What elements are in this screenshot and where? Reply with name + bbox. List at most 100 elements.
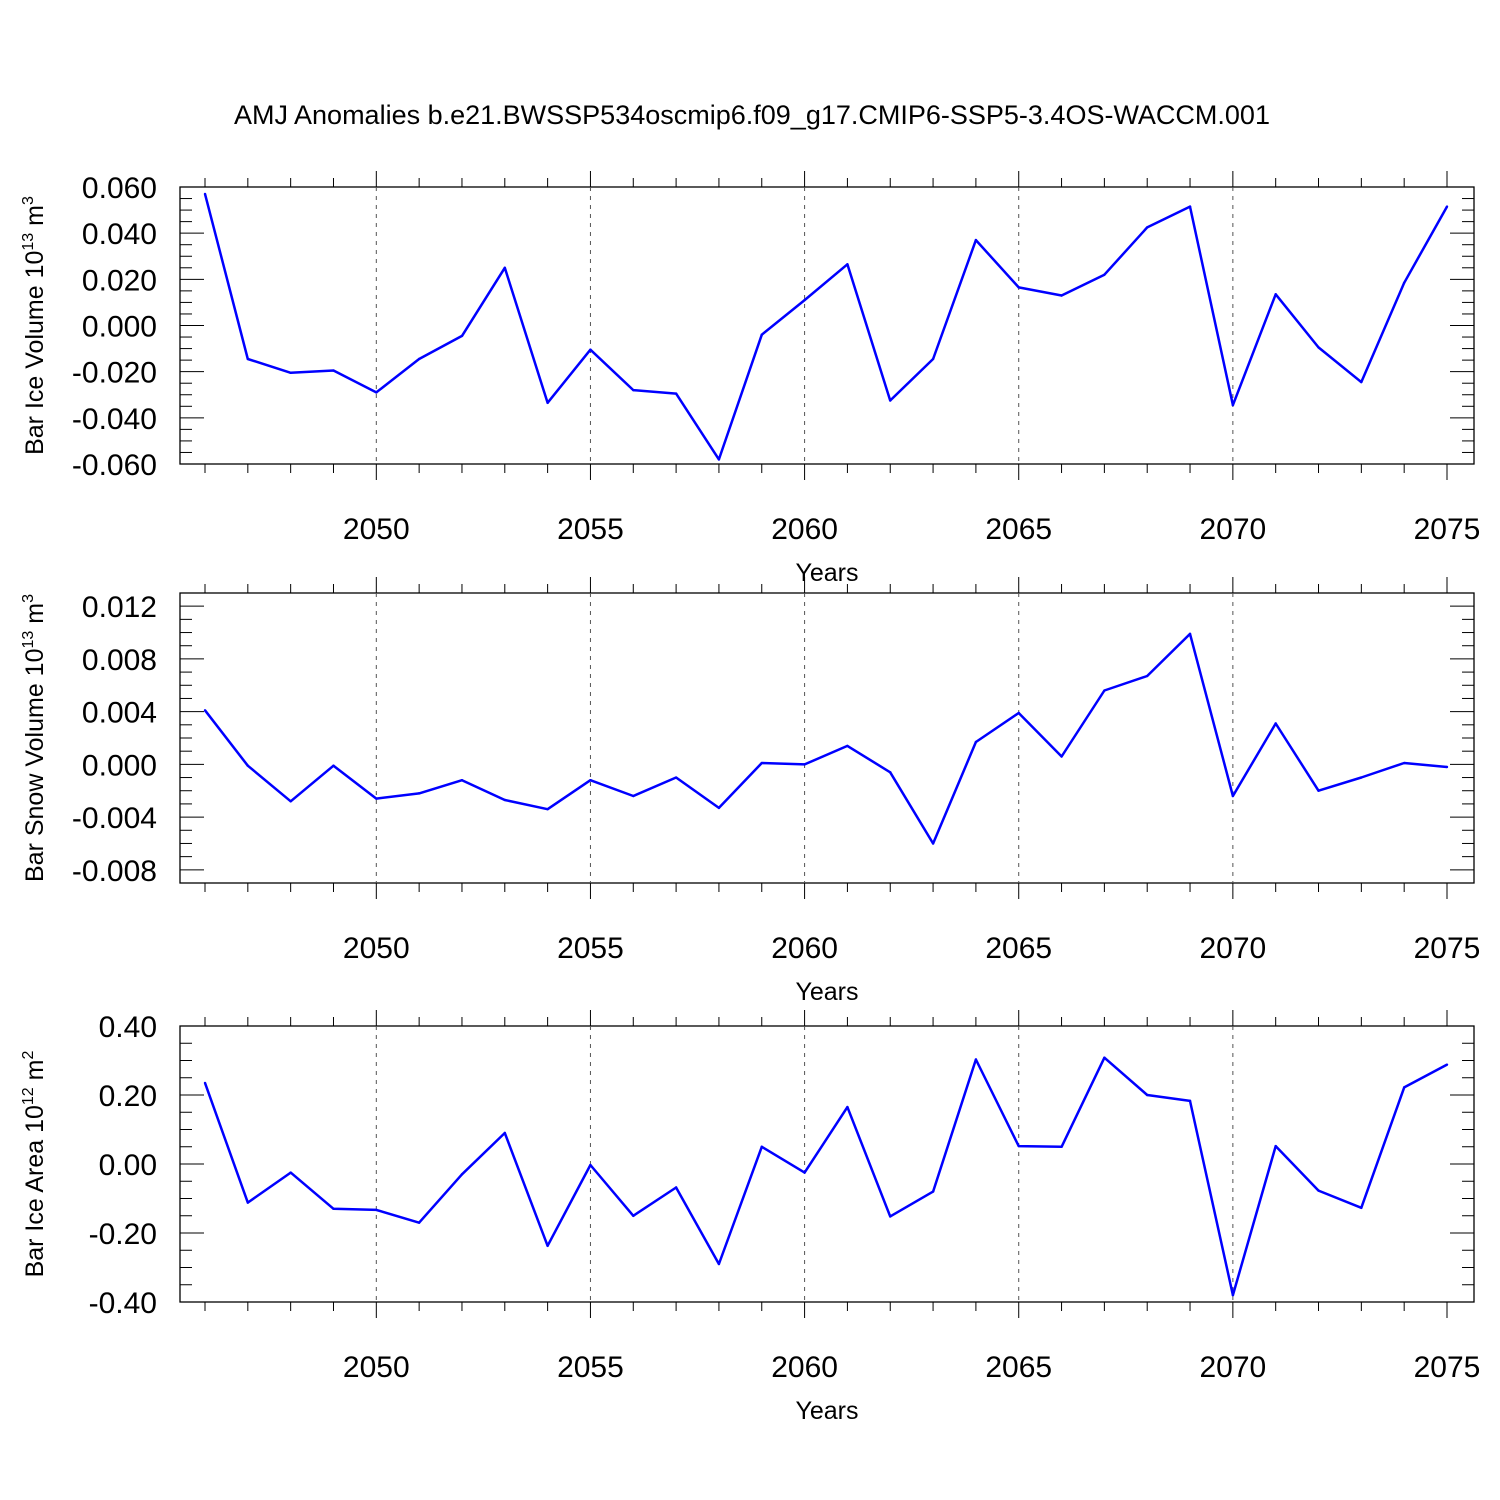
data-point [417,357,421,361]
series-line [203,193,1449,461]
series-line [203,1056,1448,1297]
x-tick-label: 2060 [771,513,838,546]
data-point [417,792,421,795]
y-tick-label: 0.000 [82,749,157,782]
data-point [1402,281,1406,284]
data-point [289,800,292,803]
data-point [460,1173,464,1176]
data-point [1017,1144,1020,1148]
y-tick-label: 0.000 [82,311,157,344]
data-point [203,709,207,712]
data-point [1060,1145,1063,1148]
data-point [717,806,721,810]
data-point [1188,632,1192,636]
data-point [846,744,849,748]
data-point [375,1208,378,1212]
data-point [503,1131,506,1135]
data-point [1231,1293,1235,1297]
data-point [632,388,635,392]
data-point [332,369,335,372]
y-axis-label: Bar Ice Area 1012m2 [20,1050,49,1277]
data-point [931,357,935,361]
y-tick-label: 0.00 [99,1149,157,1182]
data-point [803,763,806,766]
data-point [1360,380,1363,384]
data-point [889,399,892,402]
y-tick-label: 0.20 [99,1080,157,1113]
x-tick-label: 2060 [771,932,838,965]
x-tick-label: 2055 [557,1351,624,1384]
data-point [632,794,635,798]
data-point [375,391,378,394]
data-point [1188,205,1192,208]
data-point [889,771,892,774]
chart-panel-1: -0.060 -0.040 -0.020 0.000 0.020 0.040 0.060 20… [20,171,1480,587]
data-point [1402,1086,1406,1089]
data-point [1146,226,1149,229]
x-tick-label: 2070 [1199,513,1266,546]
data-point [417,1221,421,1224]
data-point [846,263,849,266]
data-point [546,1244,549,1247]
data-point [589,1163,592,1167]
y-tick-label: -0.060 [72,449,157,482]
x-tick-label: 2075 [1414,513,1481,546]
data-point [332,764,335,767]
y-tick-label: 0.040 [82,218,157,251]
data-point [974,238,978,242]
y-tick-label: -0.008 [72,855,157,888]
series-line [204,632,1448,845]
y-tick-label: 0.020 [82,264,157,297]
x-tick-label: 2070 [1199,932,1266,965]
data-point [1103,273,1106,276]
x-axis-label: Years [795,1397,858,1425]
data-point [760,333,763,336]
data-point [1146,1093,1149,1097]
data-point [803,1171,806,1174]
y-tick-label: 0.012 [82,591,157,624]
data-point [931,1190,935,1193]
y-tick-label: -0.40 [89,1287,157,1320]
chart-panel-2: -0.008 -0.004 0.000 0.004 0.008 0.012 2050 2055… [20,577,1480,1006]
data-point [803,298,806,302]
data-point [974,1058,978,1061]
x-tick-label: 2055 [557,932,624,965]
data-point [289,1171,292,1174]
data-point [203,1081,207,1085]
data-point [1231,403,1235,407]
plot-frame [179,186,1475,465]
x-axis-label: Years [795,978,858,1006]
data-point [931,842,935,845]
x-tick-label: 2065 [985,1351,1052,1384]
data-point [1402,761,1406,765]
data-point [546,401,549,405]
y-tick-label: 0.060 [82,172,157,205]
data-point [589,348,592,351]
data-point [546,807,549,811]
x-tick-label: 2070 [1199,1351,1266,1384]
data-point [1274,293,1277,296]
x-axis-label: Years [795,559,858,587]
y-tick-label: 0.40 [99,1011,157,1044]
chart-panel-3: -0.40 -0.20 0.00 0.20 0.40 2050 2055 2060 2065 20… [20,1010,1480,1425]
data-point [1317,1189,1320,1192]
x-tick-label: 2055 [557,513,624,546]
data-point [1317,346,1320,349]
data-point [332,1207,335,1211]
x-tick-label: 2060 [771,1351,838,1384]
data-point [674,1186,678,1189]
data-point [1274,722,1277,725]
data-point [760,1145,763,1148]
data-point [1060,755,1063,758]
data-point [1445,205,1449,208]
data-point [589,778,592,782]
data-point [760,761,763,765]
x-tick-label: 2050 [343,1351,410,1384]
data-point [1231,794,1235,798]
data-point [1360,1206,1363,1210]
data-point [717,1262,721,1266]
x-tick-label: 2075 [1414,1351,1481,1384]
data-point [1274,1144,1277,1148]
x-tick-label: 2050 [343,513,410,546]
data-point [503,798,506,802]
